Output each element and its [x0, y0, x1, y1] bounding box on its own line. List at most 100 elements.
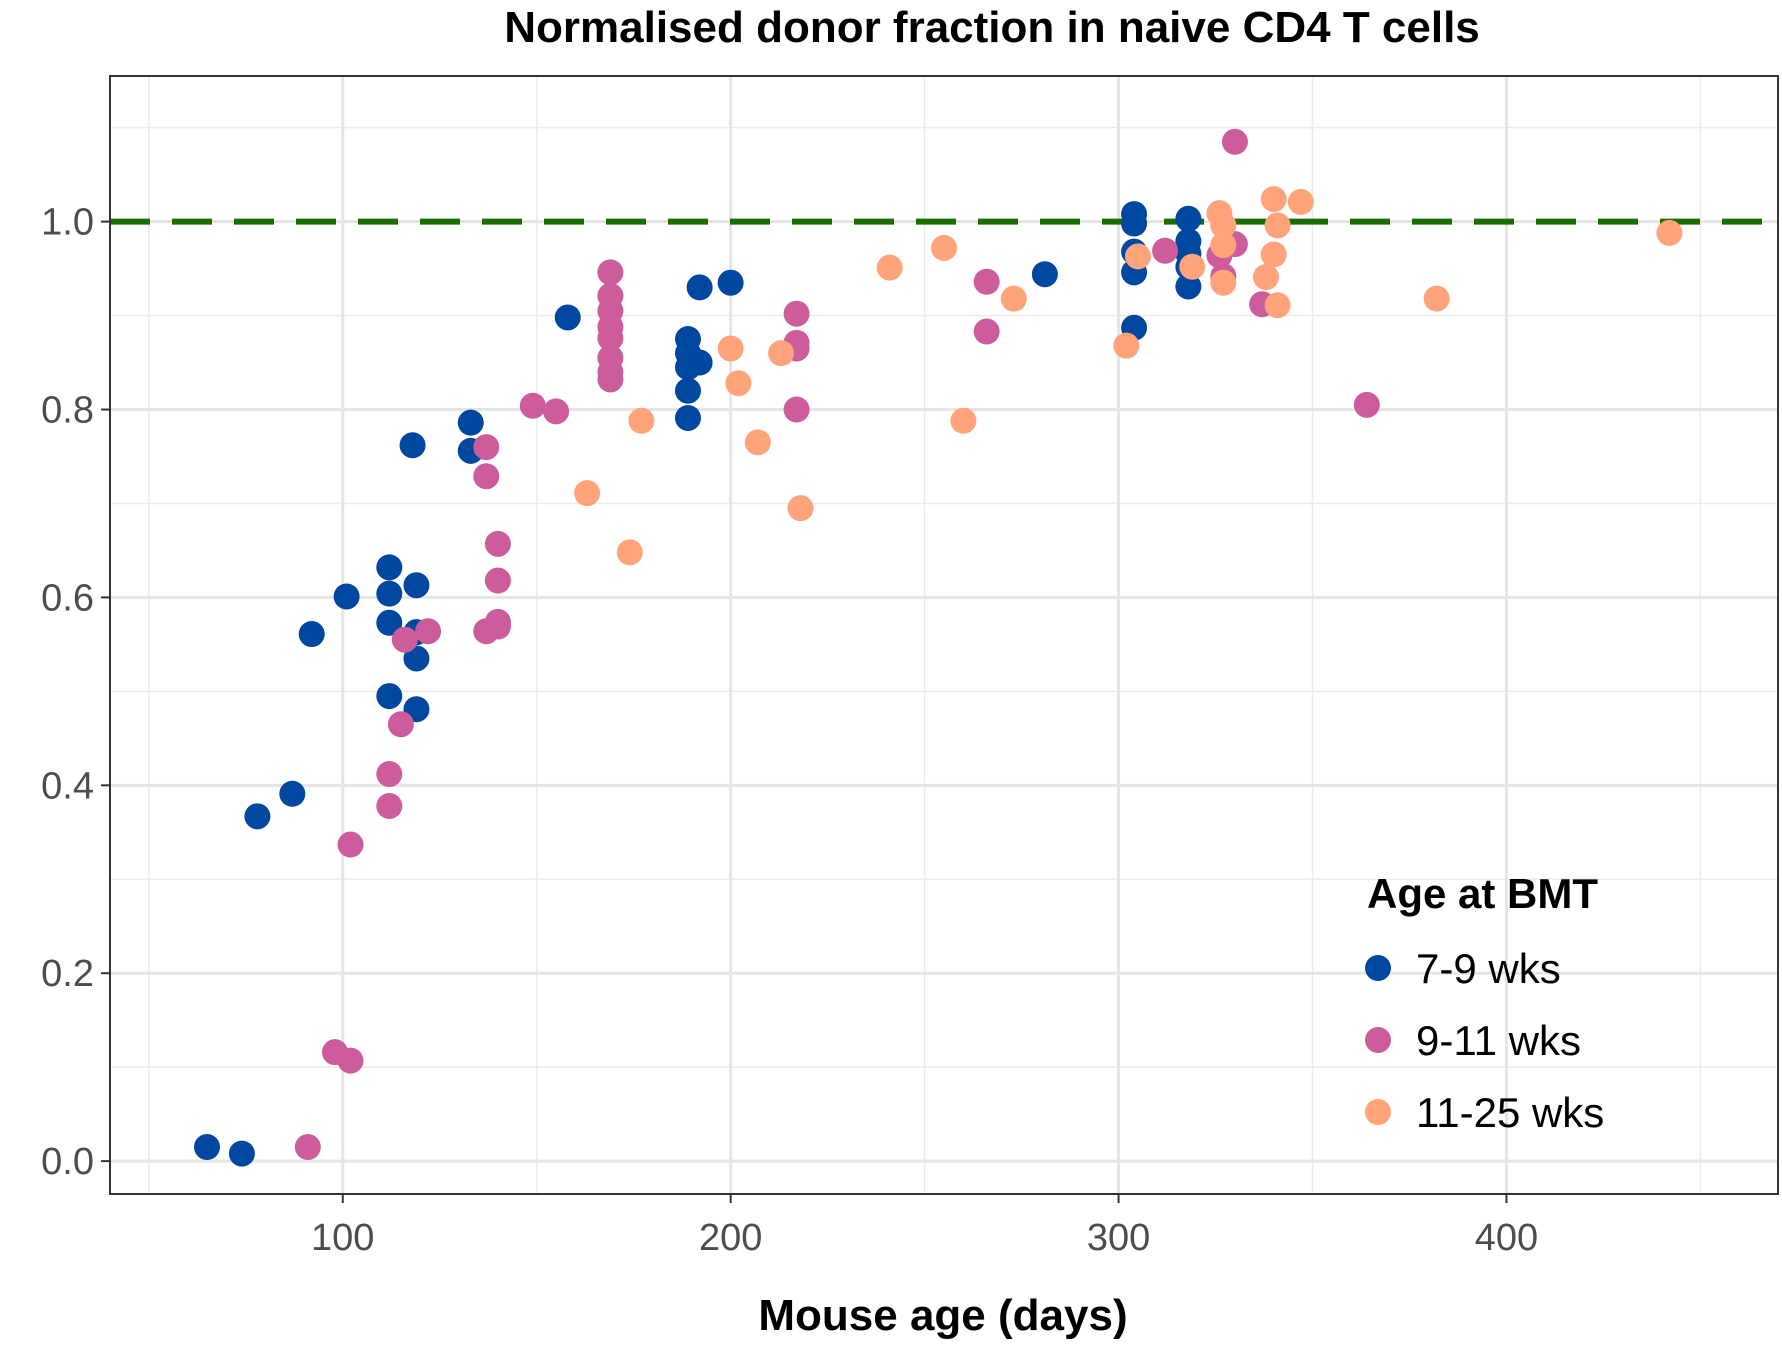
x-axis-title: Mouse age (days) [758, 1291, 1127, 1340]
data-points [193, 128, 1683, 1167]
point-9-11-wks [294, 1134, 321, 1161]
point-11-25-wks [1113, 332, 1140, 359]
point-11-25-wks [787, 495, 814, 522]
legend-label: 7-9 wks [1416, 945, 1561, 992]
point-7-9-wks [674, 404, 701, 431]
point-7-9-wks [403, 645, 430, 672]
point-11-25-wks [1287, 188, 1314, 215]
point-7-9-wks [228, 1140, 255, 1167]
point-9-11-wks [519, 392, 546, 419]
point-11-25-wks [1000, 285, 1027, 312]
point-9-11-wks [473, 434, 500, 461]
point-7-9-wks [1175, 273, 1202, 300]
y-axis: 0.0 0.2 0.4 0.6 0.8 1.0 [41, 202, 110, 1183]
point-9-11-wks [597, 259, 624, 286]
point-11-25-wks [876, 254, 903, 281]
point-11-25-wks [1260, 186, 1287, 213]
point-7-9-wks [1175, 205, 1202, 232]
point-11-25-wks [628, 407, 655, 434]
y-tick-label: 0.6 [41, 577, 94, 619]
point-9-11-wks [473, 463, 500, 490]
point-9-11-wks [484, 613, 511, 640]
point-11-25-wks [1252, 264, 1279, 291]
y-tick-label: 0.2 [41, 953, 94, 995]
point-11-25-wks [768, 340, 795, 367]
y-tick-label: 0.0 [41, 1141, 94, 1183]
point-9-11-wks [597, 366, 624, 393]
point-11-25-wks [1260, 241, 1287, 268]
point-11-25-wks [1210, 232, 1237, 259]
point-9-11-wks [376, 761, 403, 788]
point-7-9-wks [686, 274, 713, 301]
legend-title: Age at BMT [1367, 870, 1598, 917]
chart-title: Normalised donor fraction in naive CD4 T… [504, 3, 1480, 52]
point-11-25-wks [717, 335, 744, 362]
point-7-9-wks [674, 377, 701, 404]
point-11-25-wks [1179, 253, 1206, 280]
point-9-11-wks [597, 325, 624, 352]
point-9-11-wks [376, 792, 403, 819]
point-7-9-wks [717, 269, 744, 296]
point-7-9-wks [1121, 210, 1148, 237]
point-7-9-wks [399, 432, 426, 459]
point-9-11-wks [484, 530, 511, 557]
point-11-25-wks [1423, 285, 1450, 312]
point-11-25-wks [1264, 212, 1291, 239]
point-9-11-wks [1353, 391, 1380, 418]
legend-label: 11-25 wks [1416, 1089, 1604, 1136]
point-11-25-wks [1264, 292, 1291, 319]
point-7-9-wks [376, 554, 403, 581]
point-7-9-wks [279, 780, 306, 807]
point-11-25-wks [616, 539, 643, 566]
point-11-25-wks [950, 407, 977, 434]
point-9-11-wks [973, 318, 1000, 345]
point-9-11-wks [783, 300, 810, 327]
point-11-25-wks [1210, 212, 1237, 239]
legend: Age at BMT 7-9 wks 9-11 wks 11-25 wks [1365, 870, 1604, 1136]
point-7-9-wks [686, 349, 713, 376]
point-9-11-wks [1221, 128, 1248, 155]
point-9-11-wks [484, 567, 511, 594]
point-9-11-wks [543, 398, 570, 425]
point-7-9-wks [298, 621, 325, 648]
point-11-25-wks [725, 370, 752, 397]
point-7-9-wks [193, 1134, 220, 1161]
point-11-25-wks [744, 429, 771, 456]
point-7-9-wks [457, 409, 484, 436]
point-7-9-wks [376, 683, 403, 710]
x-tick-label: 400 [1475, 1217, 1538, 1259]
point-9-11-wks [387, 711, 414, 738]
point-11-25-wks [1124, 243, 1151, 270]
point-11-25-wks [1210, 269, 1237, 296]
minor-gridlines [110, 76, 1778, 1194]
plot-panel-border [109, 75, 1779, 1195]
y-tick-label: 0.8 [41, 390, 94, 432]
point-7-9-wks [244, 803, 271, 830]
point-11-25-wks [931, 234, 957, 261]
point-11-25-wks [574, 480, 601, 507]
y-tick-label: 0.4 [41, 765, 94, 807]
legend-key [1365, 1027, 1391, 1053]
point-11-25-wks [1656, 219, 1683, 246]
point-7-9-wks [376, 580, 403, 607]
point-7-9-wks [1031, 261, 1058, 288]
legend-key [1365, 955, 1391, 981]
point-9-11-wks [783, 396, 810, 423]
point-9-11-wks [337, 1047, 364, 1074]
point-9-11-wks [1152, 237, 1179, 264]
legend-label: 9-11 wks [1416, 1017, 1581, 1064]
point-9-11-wks [973, 268, 1000, 295]
point-7-9-wks [376, 609, 403, 636]
point-7-9-wks [333, 583, 360, 610]
x-tick-label: 300 [1087, 1217, 1150, 1259]
point-9-11-wks [415, 618, 442, 645]
point-9-11-wks [337, 831, 364, 858]
point-7-9-wks [554, 304, 581, 331]
point-9-11-wks [391, 626, 418, 653]
point-7-9-wks [403, 572, 430, 599]
x-tick-label: 200 [699, 1217, 762, 1259]
x-axis: 100 200 300 400 [311, 1194, 1538, 1259]
y-tick-label: 1.0 [41, 202, 94, 244]
legend-key [1365, 1099, 1391, 1125]
